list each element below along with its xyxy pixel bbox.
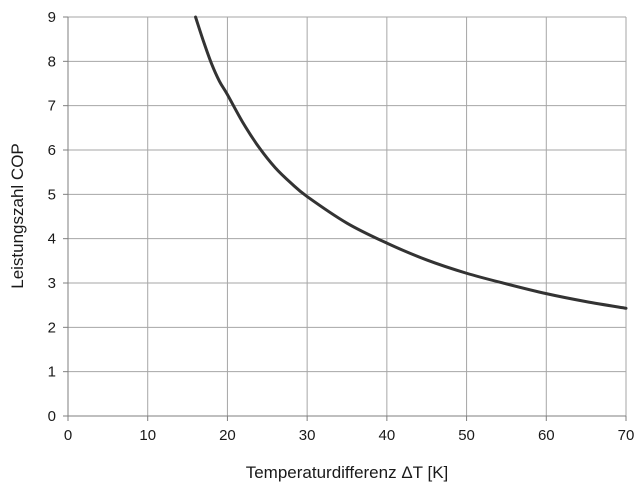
- x-tick-label-30: 30: [299, 427, 316, 444]
- x-tick-label-50: 50: [458, 427, 475, 444]
- x-tick-label-70: 70: [618, 427, 635, 444]
- y-tick-label-0: 0: [48, 408, 56, 425]
- x-tick-label-10: 10: [139, 427, 156, 444]
- x-tick-label-0: 0: [64, 427, 72, 444]
- x-tick-label-60: 60: [538, 427, 555, 444]
- y-tick-label-8: 8: [48, 53, 56, 70]
- y-tick-label-6: 6: [48, 142, 56, 159]
- grid-lines: [68, 16, 627, 416]
- x-axis-label: Temperaturdifferenz ΔT [K]: [246, 463, 449, 482]
- y-tick-label-4: 4: [48, 231, 56, 248]
- axes: [63, 16, 627, 421]
- y-tick-label-2: 2: [48, 319, 56, 336]
- y-tick-label-9: 9: [48, 9, 56, 26]
- x-tick-label-40: 40: [379, 427, 396, 444]
- y-axis-label: Leistungszahl COP: [8, 143, 27, 289]
- series-layer: [194, 15, 628, 310]
- series-line-0: [194, 15, 628, 310]
- tick-labels: 0 10 20 30 40 50 60 70 0 1 2 3 4 5 6 7 8 9: [48, 9, 635, 444]
- y-tick-label-5: 5: [48, 186, 56, 203]
- x-tick-label-20: 20: [219, 427, 236, 444]
- y-tick-label-1: 1: [48, 364, 56, 381]
- y-tick-label-3: 3: [48, 275, 56, 292]
- y-tick-label-7: 7: [48, 98, 56, 115]
